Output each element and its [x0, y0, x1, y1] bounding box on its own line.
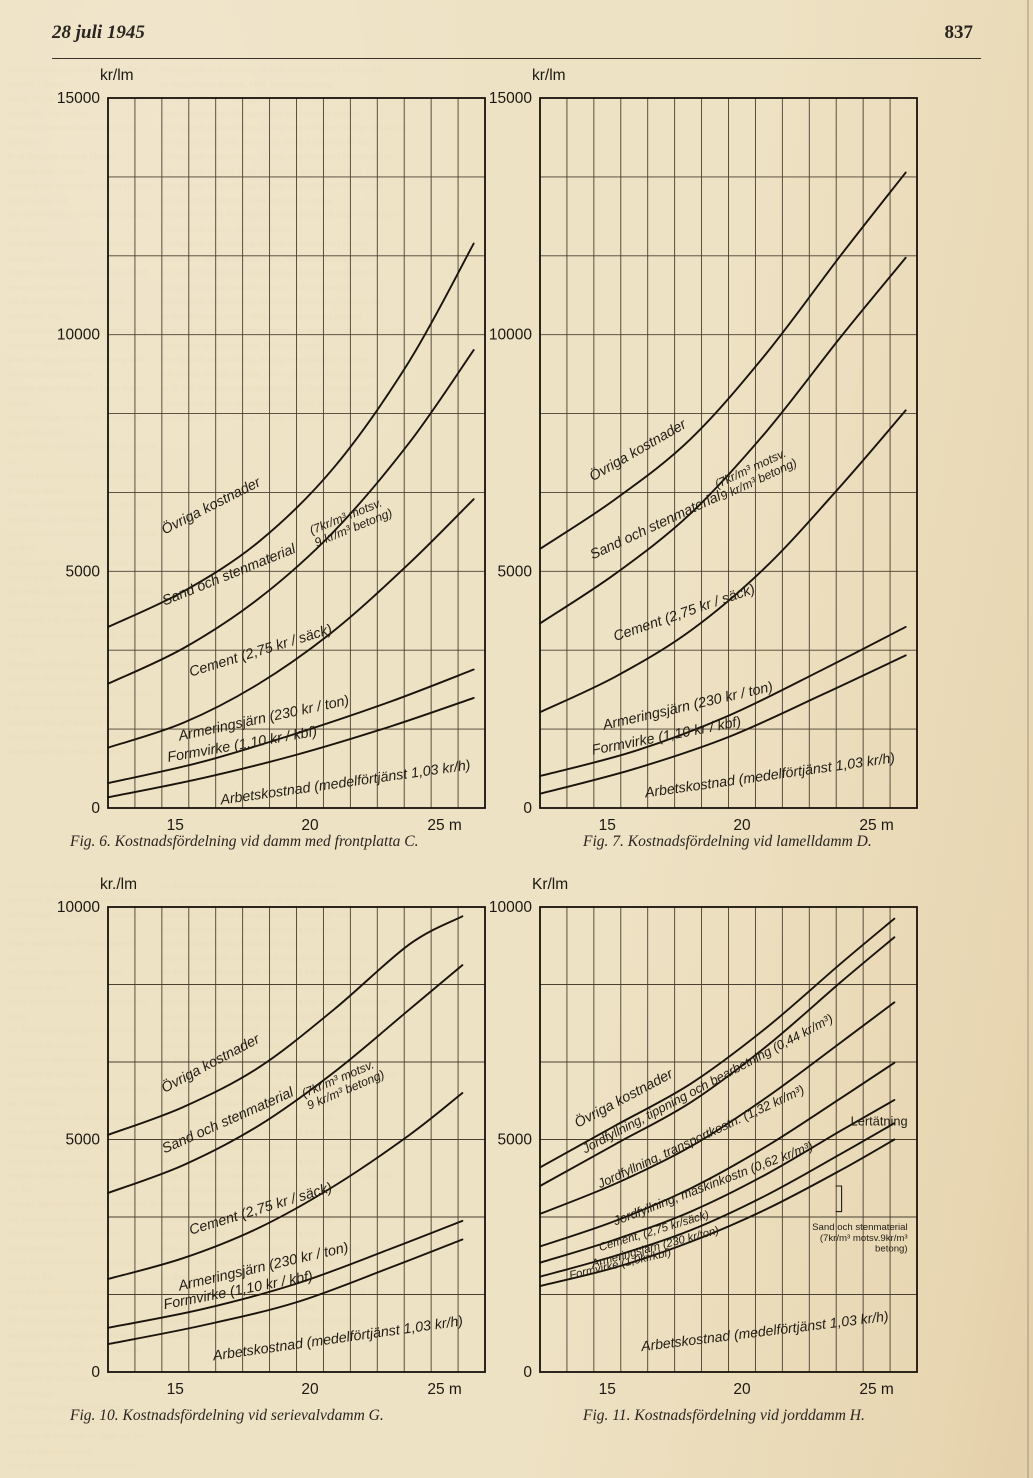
svg-text:0: 0: [523, 800, 532, 817]
svg-text:10000: 10000: [57, 327, 100, 344]
svg-text:15: 15: [167, 817, 184, 834]
svg-text:Cement (2,75 kr / säck): Cement (2,75 kr / säck): [187, 622, 334, 681]
svg-text:5000: 5000: [66, 1132, 101, 1149]
svg-text:kr/lm: kr/lm: [100, 68, 134, 84]
svg-text:Sand och stenmaterial: Sand och stenmaterial: [160, 1084, 297, 1157]
svg-text:25 m: 25 m: [859, 817, 893, 834]
svg-text:Cement (2,75 kr / säck): Cement (2,75 kr / säck): [187, 1180, 334, 1239]
svg-text:10000: 10000: [57, 899, 100, 916]
svg-text:20: 20: [301, 817, 319, 834]
svg-text:Sand och stenmaterial(7kr/m³ m: Sand och stenmaterial (7kr/m³ motsv.9kr/m…: [812, 1222, 907, 1254]
svg-text:15: 15: [167, 1381, 184, 1398]
svg-text:Lertätning: Lertätning: [851, 1114, 908, 1129]
svg-text:Övriga kostnader: Övriga kostnader: [158, 472, 264, 538]
svg-text:Arbetskostnad (medelförtjänst: Arbetskostnad (medelförtjänst 1,03 kr/h): [211, 1313, 464, 1364]
svg-text:(7kr/m³ motsv.9 kr/m³ betong): (7kr/m³ motsv.9 kr/m³ betong): [300, 1055, 387, 1112]
svg-text:5000: 5000: [498, 563, 533, 580]
svg-text:25 m: 25 m: [427, 817, 461, 834]
svg-text:Arbetskostnad (medelförtjänst: Arbetskostnad (medelförtjänst 1,03 kr/h): [639, 1308, 889, 1354]
svg-text:5000: 5000: [498, 1132, 533, 1149]
svg-text:Arbetskostnad (medelförtjänst: Arbetskostnad (medelförtjänst 1,03 kr/h): [643, 750, 896, 801]
svg-text:10000: 10000: [489, 327, 532, 344]
svg-text:20: 20: [301, 1381, 319, 1398]
svg-text:0: 0: [91, 800, 100, 817]
svg-text:15000: 15000: [489, 90, 532, 107]
svg-text:(7kr/m³ motsv.9 kr/m³ betong): (7kr/m³ motsv.9 kr/m³ betong): [307, 493, 394, 549]
svg-text:kr/lm: kr/lm: [532, 68, 566, 84]
svg-text:5000: 5000: [66, 563, 101, 580]
svg-text:kr./lm: kr./lm: [100, 877, 137, 893]
svg-text:Kr/lm: Kr/lm: [532, 877, 568, 893]
svg-text:0: 0: [91, 1364, 100, 1381]
svg-text:10000: 10000: [489, 899, 532, 916]
svg-text:15: 15: [599, 1381, 616, 1398]
svg-text:15000: 15000: [57, 90, 100, 107]
svg-text:25 m: 25 m: [859, 1381, 893, 1398]
svg-text:15: 15: [599, 817, 616, 834]
svg-text:20: 20: [733, 817, 751, 834]
svg-text:25 m: 25 m: [427, 1381, 461, 1398]
svg-text:20: 20: [733, 1381, 751, 1398]
svg-text:Sand och stenmaterial: Sand och stenmaterial: [588, 488, 724, 563]
svg-text:Sand och stenmaterial: Sand och stenmaterial: [160, 541, 299, 609]
svg-text:0: 0: [523, 1364, 532, 1381]
svg-text:Övriga kostnader: Övriga kostnader: [158, 1029, 264, 1097]
svg-text:Jordfyllning, maskinkostn (0,6: Jordfyllning, maskinkostn (0,62 kr/m³): [610, 1138, 815, 1229]
